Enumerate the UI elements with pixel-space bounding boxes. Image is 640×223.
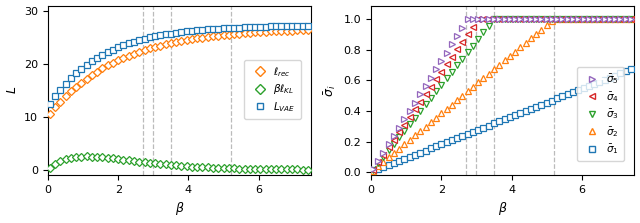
Legend: $\ell_{rec}$, $\beta\ell_{KL}$, $L_{VAE}$: $\ell_{rec}$, $\beta\ell_{KL}$, $L_{VAE}…: [244, 60, 301, 119]
Y-axis label: $L$: $L$: [6, 86, 19, 95]
X-axis label: $\beta$: $\beta$: [498, 200, 508, 217]
X-axis label: $\beta$: $\beta$: [175, 200, 184, 217]
Legend: $\bar{\sigma}_5$, $\bar{\sigma}_4$, $\bar{\sigma}_3$, $\bar{\sigma}_2$, $\bar{\s: $\bar{\sigma}_5$, $\bar{\sigma}_4$, $\ba…: [577, 67, 624, 161]
Y-axis label: $\bar{\sigma}_i$: $\bar{\sigma}_i$: [323, 84, 338, 97]
